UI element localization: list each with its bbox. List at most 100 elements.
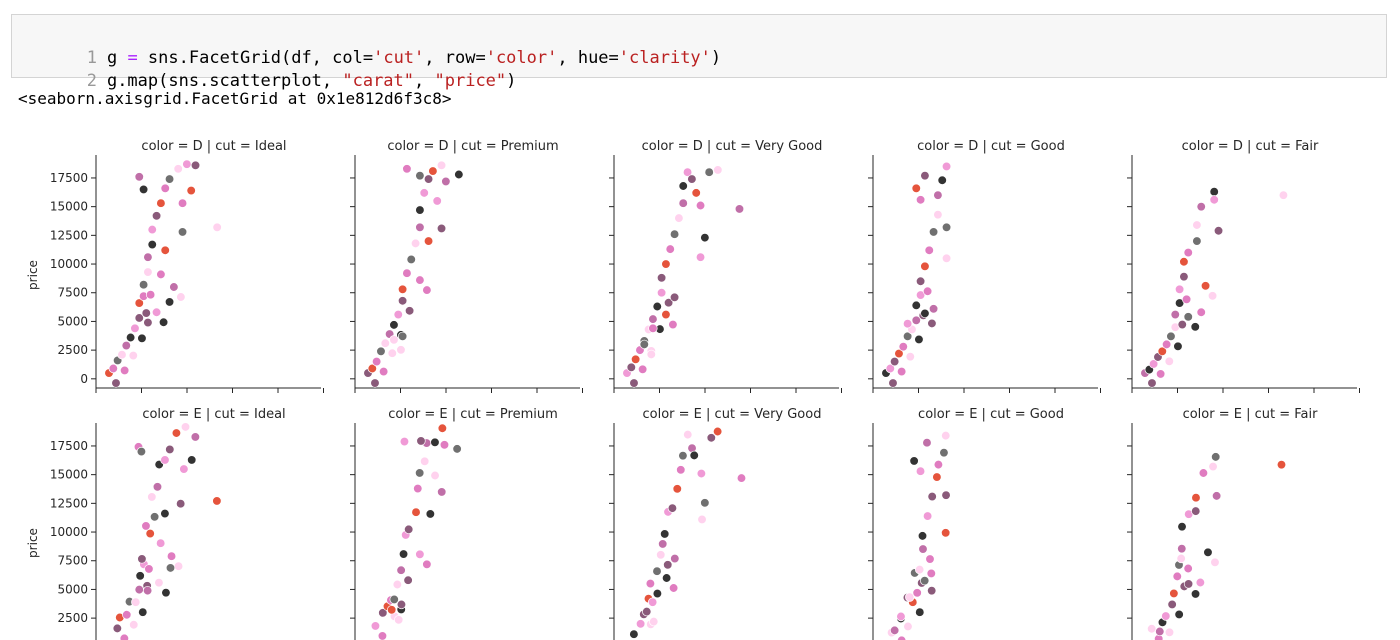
scatter-point <box>128 350 138 361</box>
scatter-point <box>1183 247 1193 258</box>
scatter-point <box>160 508 170 519</box>
scatter-point <box>396 565 406 575</box>
scatter-point <box>1191 493 1201 503</box>
code-token: 'color' <box>485 48 558 68</box>
scatter-point <box>915 195 926 205</box>
scatter-point <box>410 238 421 249</box>
facet-title: color = E | cut = Good <box>918 407 1064 422</box>
scatter-point <box>885 363 895 374</box>
y-tick-label: 2500 <box>57 611 88 625</box>
line-number: 2 <box>86 71 97 91</box>
scatter-point <box>902 331 913 341</box>
scatter-point <box>1209 195 1219 205</box>
scatter-point <box>700 232 710 243</box>
scatter-point <box>212 222 222 232</box>
scatter-point <box>911 183 921 193</box>
scatter-point <box>668 319 678 330</box>
scatter-point <box>1155 626 1165 637</box>
scatter-point <box>941 253 952 263</box>
scatter-point <box>122 610 132 620</box>
scatter-point <box>420 456 430 466</box>
y-tick-label: 15000 <box>50 200 88 214</box>
scatter-point <box>917 531 928 541</box>
scatter-point <box>377 631 388 640</box>
scatter-point <box>695 200 706 211</box>
scatter-point <box>398 549 409 559</box>
scatter-point <box>697 514 707 525</box>
scatter-point <box>422 559 432 569</box>
scatter-point <box>1179 272 1189 282</box>
scatter-point <box>121 340 131 351</box>
scatter-point <box>165 563 176 573</box>
scatter-point <box>1195 577 1206 588</box>
code-token: , row= <box>424 48 486 68</box>
scatter-point <box>156 198 166 208</box>
scatter-point <box>134 298 144 308</box>
scatter-point <box>112 623 122 634</box>
scatter-point <box>437 487 447 497</box>
scatter-point <box>920 171 930 181</box>
scatter-point <box>683 429 693 440</box>
scatter-point <box>143 317 153 328</box>
scatter-point <box>656 550 666 560</box>
scatter-point <box>630 354 641 364</box>
scatter-point <box>1196 202 1206 212</box>
scatter-point <box>141 308 151 318</box>
scatter-point <box>380 338 390 348</box>
facet-panel: color = D | cut = Ideal 0 2500 5000 7500 1000… <box>26 139 324 393</box>
scatter-point <box>649 616 659 627</box>
scatter-point <box>661 259 671 269</box>
scatter-point <box>663 298 674 308</box>
scatter-point <box>646 349 656 360</box>
scatter-point <box>1157 346 1167 356</box>
scatter-point <box>117 350 127 360</box>
scatter-point <box>423 236 434 246</box>
scatter-point <box>393 309 403 320</box>
scatter-point <box>678 181 688 191</box>
scatter-point <box>160 245 170 255</box>
scatter-point <box>1174 284 1185 294</box>
code-token: g <box>106 48 118 68</box>
scatter-point <box>144 564 154 574</box>
scatter-point <box>119 633 129 640</box>
scatter-point <box>396 345 406 355</box>
scatter-point <box>173 561 184 571</box>
scatter-point <box>165 444 175 455</box>
scatter-point <box>111 378 121 388</box>
scatter-point <box>898 342 908 352</box>
scatter-point <box>389 594 399 605</box>
line-number: 1 <box>86 48 97 68</box>
scatter-point <box>371 356 382 367</box>
scatter-point <box>696 468 707 479</box>
scatter-point <box>134 172 144 182</box>
scatter-point <box>138 280 149 290</box>
scatter-point <box>1170 309 1180 320</box>
scatter-point <box>700 498 710 508</box>
scatter-point <box>419 188 429 198</box>
scatter-point <box>134 313 144 323</box>
scatter-point <box>147 239 157 250</box>
scatter-point <box>1276 460 1287 470</box>
scatter-point <box>674 213 684 223</box>
scatter-point <box>143 252 153 262</box>
scatter-point <box>1169 588 1179 599</box>
scatter-point <box>927 491 937 502</box>
code-line-2[interactable]: 2 g.map(sns.scatterplot, "carat", "price"… <box>12 47 517 91</box>
scatter-point <box>1192 220 1202 230</box>
scatter-point <box>1192 236 1202 246</box>
y-tick-label: 10000 <box>50 257 88 271</box>
scatter-point <box>896 366 907 377</box>
scatter-point <box>129 620 139 630</box>
scatter-point <box>136 446 147 457</box>
scatter-point <box>648 314 658 324</box>
code-token: = <box>117 48 148 68</box>
scatter-point <box>154 578 164 588</box>
scatter-point <box>376 346 386 356</box>
scatter-point <box>179 464 189 474</box>
scatter-point <box>1190 322 1200 332</box>
code-token: g.map(sns.scatterplot, <box>106 71 343 91</box>
scatter-point <box>158 317 169 327</box>
code-token: ) <box>710 48 722 68</box>
